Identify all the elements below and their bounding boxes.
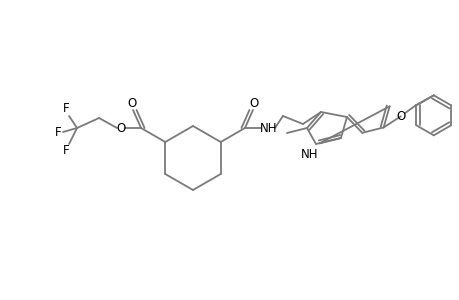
Text: O: O (395, 110, 404, 123)
Text: NH: NH (301, 148, 318, 160)
Text: O: O (116, 122, 125, 134)
Text: F: F (55, 125, 61, 139)
Text: F: F (62, 145, 69, 158)
Text: O: O (127, 97, 136, 110)
Text: NH: NH (260, 122, 277, 134)
Text: F: F (62, 103, 69, 116)
Text: O: O (249, 97, 258, 110)
